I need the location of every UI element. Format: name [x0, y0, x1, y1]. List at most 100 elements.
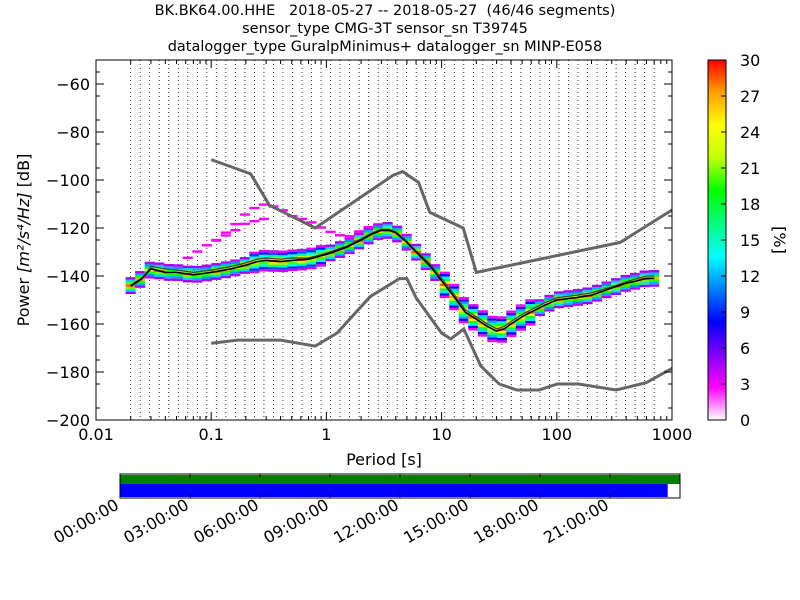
- heatmap-cell: [591, 287, 603, 290]
- heatmap-cell: [487, 318, 498, 321]
- heatmap-cell: [477, 317, 488, 320]
- heatmap-cell: [306, 266, 317, 270]
- outlier-cell: [220, 231, 231, 234]
- heatmap-cell: [144, 261, 155, 265]
- heatmap-cell: [458, 320, 469, 324]
- heatmap-cell: [135, 271, 146, 274]
- heatmap-cell: [468, 323, 479, 326]
- heatmap-cell: [182, 275, 193, 278]
- heatmap-cell: [487, 330, 498, 333]
- heatmap-cell: [515, 323, 526, 326]
- heatmap-cell: [449, 286, 460, 289]
- y-tick-label: −120: [46, 219, 90, 238]
- heatmap-cell: [439, 290, 450, 294]
- heatmap-cell: [354, 242, 365, 245]
- heatmap-cell: [249, 254, 260, 257]
- heatmap-cell: [306, 252, 317, 255]
- heatmap-cell: [525, 323, 536, 326]
- heatmap-cell: [420, 265, 431, 268]
- heatmap-cell: [239, 269, 250, 272]
- heatmap-cell: [430, 264, 441, 267]
- heatmap-cell: [534, 299, 546, 302]
- heatmap-cell: [296, 260, 308, 264]
- heatmap-cell: [449, 307, 460, 311]
- y-tick-label: −60: [56, 75, 90, 94]
- heatmap-cell: [439, 278, 450, 282]
- outlier-cell: [258, 203, 269, 206]
- heatmap-cell: [601, 281, 612, 284]
- heatmap-cell: [296, 248, 308, 252]
- heatmap-cell: [325, 254, 336, 257]
- heatmap-cell: [544, 304, 555, 307]
- heatmap-cell: [401, 248, 412, 251]
- heatmap-cell: [287, 261, 298, 264]
- heatmap-cell: [649, 270, 660, 273]
- x-tick-label: 0.01: [78, 425, 114, 444]
- heatmap-cell: [620, 286, 631, 290]
- heatmap-cell: [449, 288, 460, 292]
- x-tick-label: 1000: [652, 425, 693, 444]
- heatmap-cell: [163, 276, 174, 279]
- colorbar-tick-label: 15: [740, 231, 760, 250]
- heatmap-cell: [306, 262, 317, 265]
- time-tick-label: 06:00:00: [190, 495, 262, 547]
- outlier-cell: [363, 225, 374, 229]
- heatmap-cell: [354, 234, 365, 238]
- outlier-cell: [230, 222, 241, 226]
- heatmap-cell: [354, 246, 365, 250]
- heatmap-cell: [496, 337, 507, 341]
- heatmap-cell: [420, 262, 431, 266]
- heatmap-cell: [239, 257, 250, 260]
- x-tick-label: 100: [542, 425, 573, 444]
- heatmap-cell: [335, 253, 346, 256]
- heatmap-cell: [306, 254, 317, 258]
- heatmap-cell: [563, 290, 574, 293]
- colorbar-tick-label: 0: [740, 411, 750, 430]
- data-bar: [120, 484, 668, 497]
- heatmap-cell: [506, 317, 517, 321]
- y-tick-label: −80: [56, 123, 90, 142]
- heatmap-cell: [553, 300, 565, 304]
- heatmap-cell: [325, 246, 336, 250]
- heatmap-cell: [553, 303, 565, 306]
- heatmap-cell: [154, 276, 165, 280]
- heatmap-cell: [144, 276, 155, 279]
- colorbar-tick-label: 12: [740, 267, 760, 286]
- heatmap-cell: [315, 264, 327, 267]
- heatmap-cell: [325, 256, 336, 259]
- time-tick-label: 03:00:00: [120, 495, 192, 547]
- outlier-cell: [182, 256, 193, 259]
- heatmap-cell: [506, 312, 517, 316]
- heatmap-cell: [135, 273, 146, 276]
- time-tick-label: 00:00:00: [50, 495, 122, 547]
- heatmap-cell: [572, 298, 584, 302]
- heatmap-cell: [287, 263, 298, 267]
- y-tick-label: −160: [46, 315, 90, 334]
- heatmap-cell: [496, 318, 507, 322]
- heatmap-cell: [354, 232, 365, 235]
- heatmap-cell: [411, 253, 422, 256]
- heatmap-cell: [163, 266, 174, 269]
- heatmap-cell: [525, 304, 536, 307]
- heatmap-cell: [572, 291, 584, 294]
- heatmap-cell: [496, 316, 507, 319]
- heatmap-cell: [344, 239, 355, 243]
- heatmap-cell: [296, 263, 308, 266]
- heatmap-cell: [392, 235, 403, 238]
- outlier-cell: [249, 219, 260, 223]
- heatmap-cell: [496, 323, 507, 326]
- heatmap-cell: [220, 275, 231, 279]
- heatmap-cell: [496, 335, 507, 338]
- heatmap-cell: [154, 267, 165, 270]
- heatmap-cell: [639, 270, 650, 273]
- heatmap-cell: [525, 306, 536, 309]
- heatmap-cell: [354, 237, 365, 240]
- heatmap-cell: [306, 247, 317, 251]
- heatmap-cell: [144, 273, 155, 277]
- heatmap-cell: [382, 231, 393, 234]
- heatmap-cell: [344, 249, 355, 252]
- heatmap-cell: [506, 315, 517, 318]
- heatmap-cell: [135, 283, 146, 286]
- heatmap-cell: [163, 268, 174, 272]
- y-tick-label: −200: [46, 411, 90, 430]
